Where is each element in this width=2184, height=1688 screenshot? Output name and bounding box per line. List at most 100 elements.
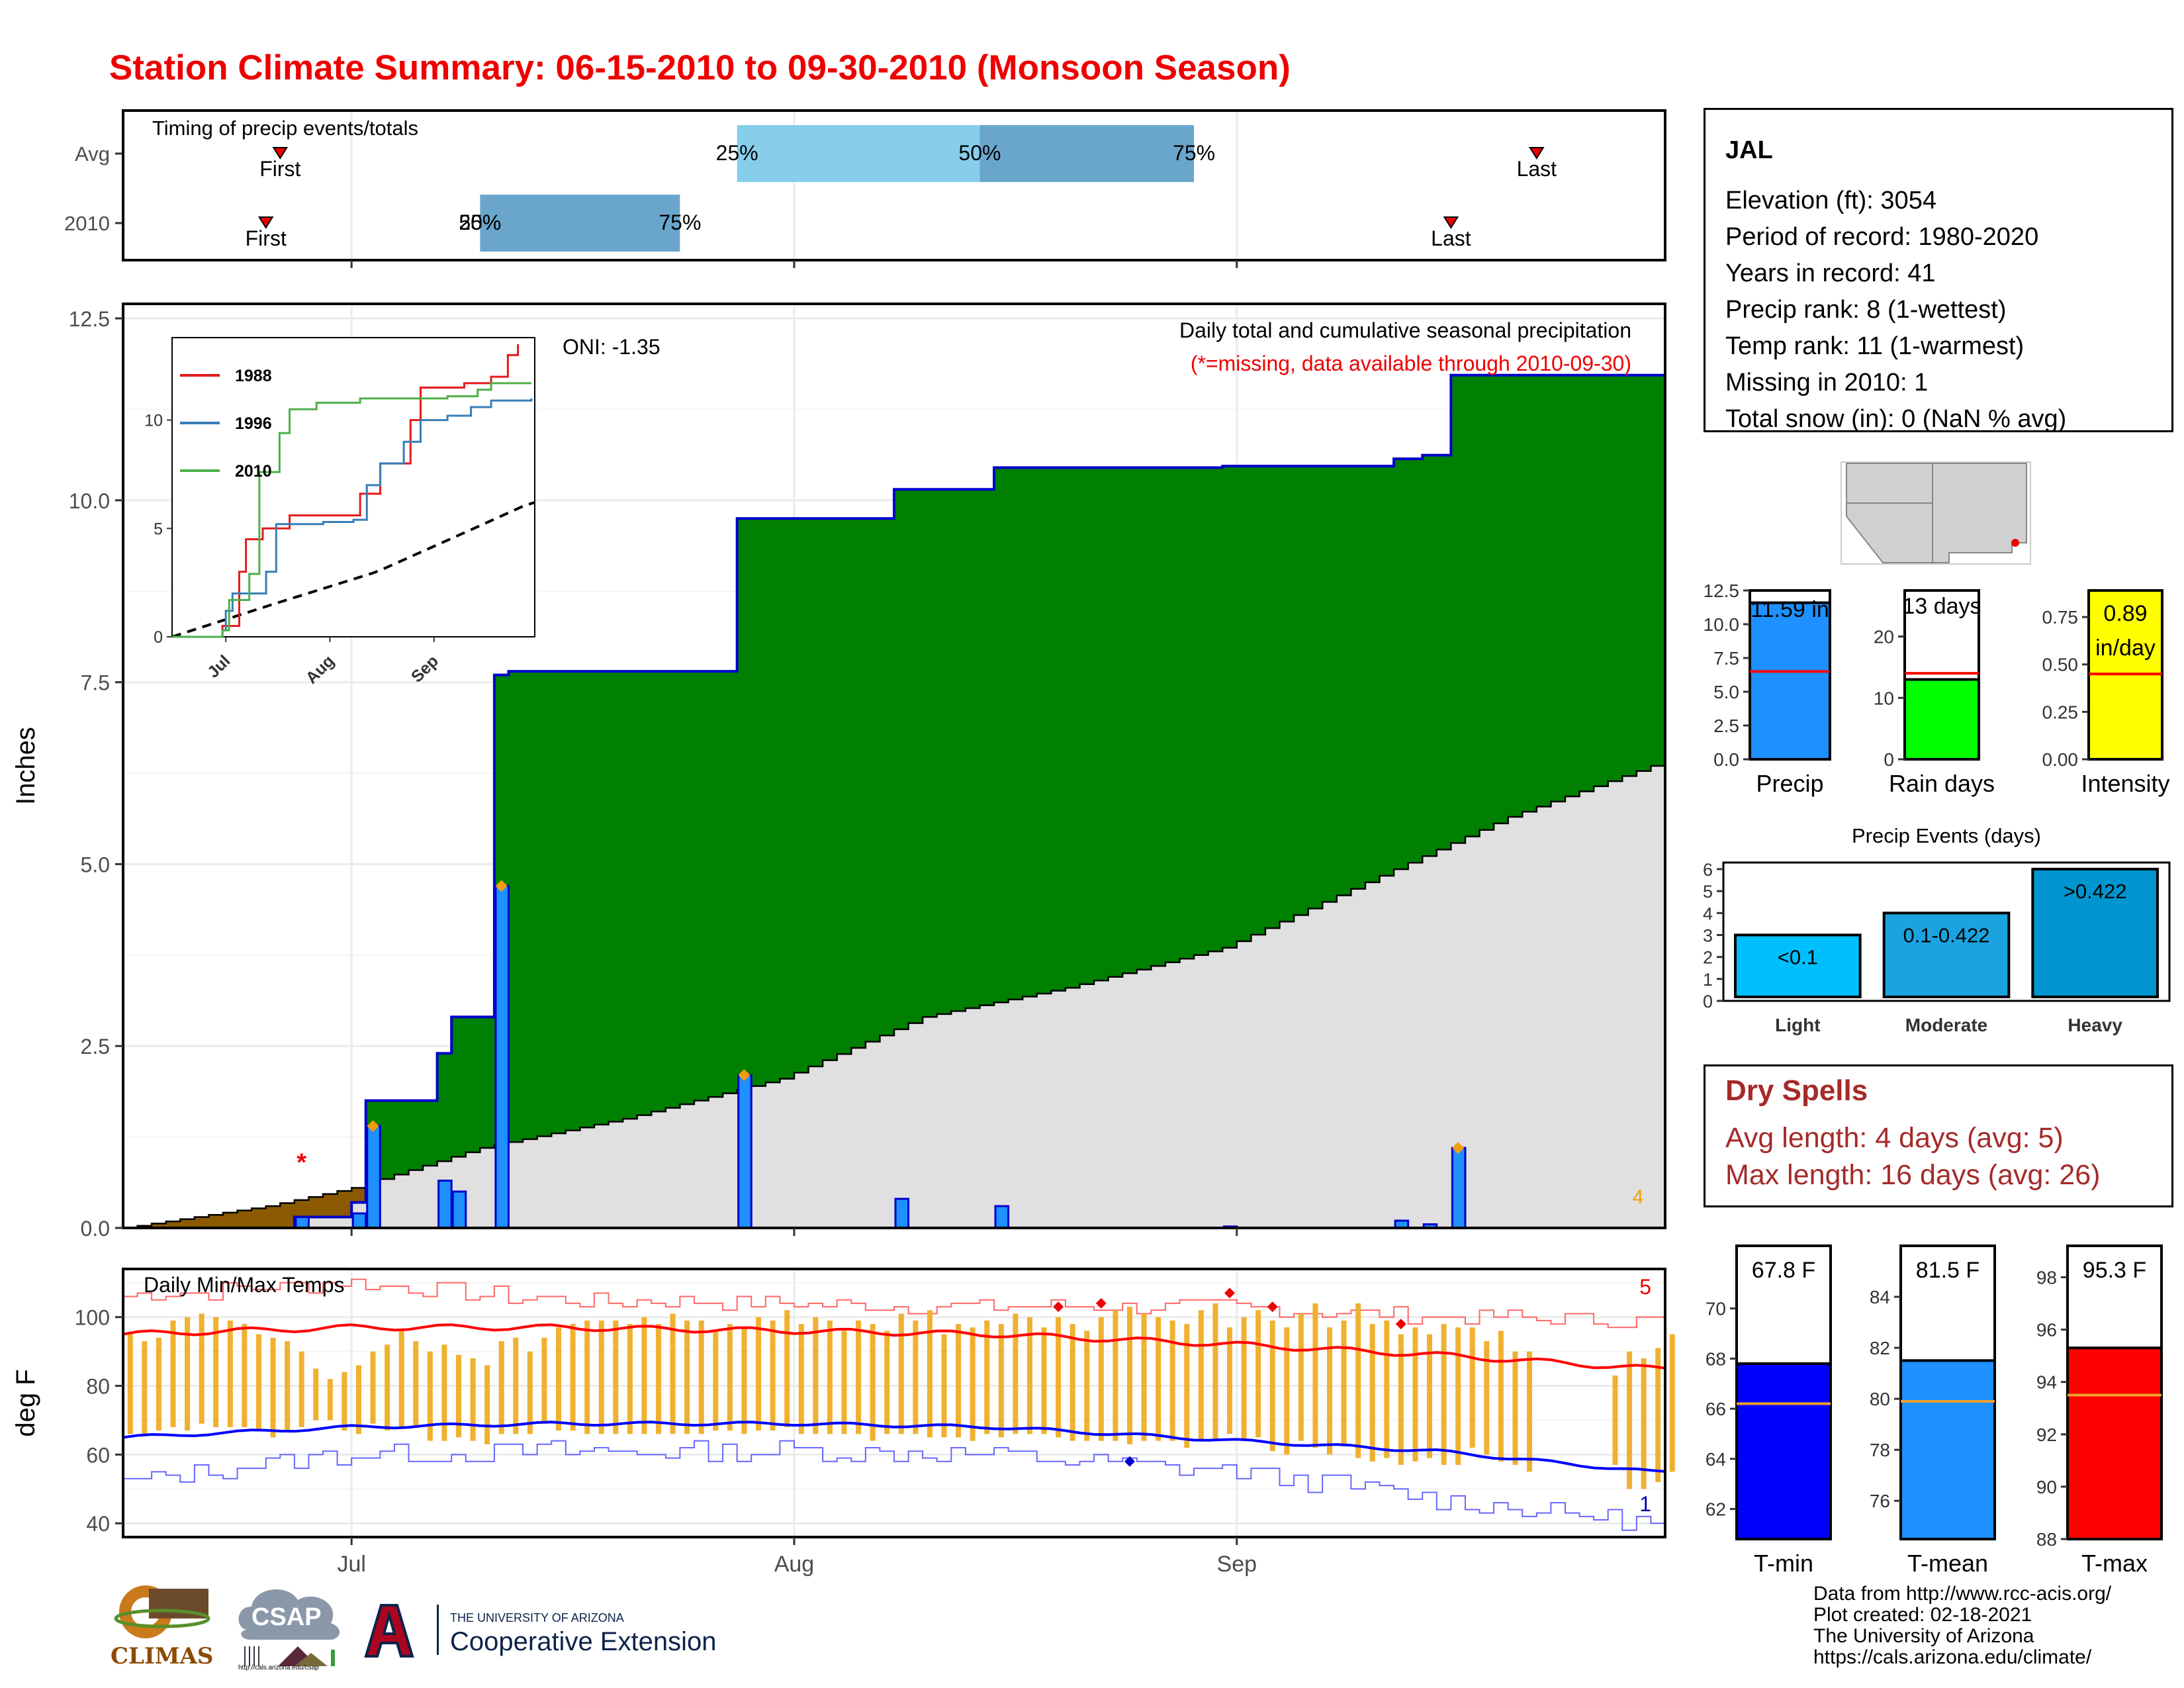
- events-ytick-label: 1: [1703, 970, 1713, 990]
- temps-daily-bar: [127, 1334, 133, 1434]
- events-title: Precip Events (days): [1852, 824, 2041, 847]
- precip-surplus-segment: [851, 518, 866, 1048]
- temps-daily-bar: [898, 1313, 904, 1434]
- station-elevation: Elevation (ft): 3054: [1725, 187, 1936, 214]
- temps-avg-tmin-line: [122, 1421, 1666, 1473]
- temps-record-high-marker: [1267, 1301, 1278, 1313]
- timing-q50-label: 50%: [459, 211, 501, 234]
- precip-surplus-segment: [651, 671, 666, 1112]
- temps-daily-bar: [527, 1351, 533, 1434]
- inset-series-line-1996: [172, 398, 533, 638]
- footer-url: https://cals.arizona.edu/climate/: [1813, 1646, 2092, 1668]
- precip-surplus-segment: [1608, 375, 1623, 782]
- temps-daily-bar: [870, 1324, 876, 1441]
- timing-q75-label: 75%: [659, 211, 701, 234]
- temps-daily-bar: [770, 1320, 776, 1431]
- precip-surplus-segment: [823, 518, 838, 1060]
- temps-daily-bar: [1412, 1327, 1418, 1462]
- temps-daily-bar: [455, 1354, 461, 1438]
- precip-ytick-label: 0.0: [81, 1217, 110, 1241]
- temps-record-low-count: 1: [1639, 1492, 1651, 1516]
- tmax-ytick-label: 92: [2036, 1425, 2057, 1445]
- temps-daily-bar: [813, 1317, 819, 1434]
- ua-cooperative-extension: Cooperative Extension: [450, 1627, 717, 1656]
- precip-surplus-segment: [1451, 375, 1466, 843]
- tmax-ytick-label: 98: [2036, 1267, 2057, 1288]
- precip-surplus-segment: [1522, 375, 1537, 812]
- tmean-ytick-label: 76: [1870, 1491, 1890, 1511]
- temps-daily-bar: [956, 1324, 962, 1438]
- temps-daily-bar: [1269, 1320, 1275, 1452]
- precip-surplus-segment: [865, 518, 881, 1042]
- precip-surplus-segment: [608, 671, 623, 1122]
- precip-deficit-segment: [351, 1188, 367, 1203]
- precip-surplus-segment: [1579, 375, 1594, 792]
- precip_total-ytick-label: 0.0: [1713, 749, 1739, 770]
- footer-plot-created: Plot created: 02-18-2021: [1813, 1604, 2032, 1626]
- precip-surplus-segment: [780, 518, 795, 1079]
- intensity-ytick-label: 0.00: [2042, 749, 2079, 770]
- precip-surplus-segment: [1308, 466, 1323, 909]
- precip-surplus-segment: [380, 1100, 395, 1180]
- temps-daily-bar: [641, 1317, 647, 1434]
- timing-first-marker: [272, 147, 289, 160]
- ua-university-name: THE UNIVERSITY OF ARIZONA: [450, 1611, 624, 1624]
- timing-panel-border: [122, 109, 1666, 261]
- temps-daily-bar: [270, 1337, 276, 1438]
- inset-ytick-label: 5: [154, 520, 163, 538]
- precip_total-ytick-label: 12.5: [1704, 581, 1740, 601]
- precip-daily-bar: [737, 1074, 752, 1229]
- precip-surplus-segment: [965, 489, 981, 1009]
- precip-deficit-segment: [152, 1223, 167, 1228]
- precip-surplus-segment: [1565, 375, 1580, 797]
- precip-surplus-segment: [1051, 467, 1066, 991]
- precip-surplus-segment: [923, 489, 938, 1017]
- temps-daily-bar: [670, 1313, 676, 1434]
- temps-daily-bar: [556, 1327, 562, 1431]
- timing-row-label: 2010: [64, 212, 110, 235]
- tmin-ytick-label: 68: [1706, 1348, 1726, 1369]
- intensity-value-label: 0.89: [2103, 601, 2147, 626]
- precip-surplus-segment: [1279, 466, 1295, 922]
- temps-daily-bar: [1056, 1317, 1062, 1438]
- temps-daily-bar: [1041, 1327, 1047, 1434]
- precip-ytick-label: 2.5: [81, 1035, 110, 1058]
- precip-surplus-segment: [1636, 375, 1652, 771]
- temps-daily-bar: [884, 1331, 890, 1434]
- precip-surplus-segment: [1136, 467, 1152, 970]
- precip-daily-bar: [494, 884, 510, 1229]
- timing-first-label: First: [246, 226, 287, 250]
- temps-record-high-marker: [1224, 1288, 1235, 1299]
- temps-daily-bar: [170, 1320, 176, 1427]
- precip-surplus-segment: [1408, 459, 1423, 863]
- page-title: Station Climate Summary: 06-15-2010 to 0…: [109, 48, 1291, 87]
- csap-url: http://cals.arizona.edu/csap: [238, 1664, 319, 1671]
- footer-data-source: Data from http://www.rcc-acis.org/: [1813, 1583, 2112, 1605]
- precip-daily-bar: [451, 1190, 467, 1229]
- inset-legend-label-2010: 2010: [235, 462, 272, 481]
- temps-daily-bar: [584, 1320, 590, 1434]
- precip-deficit-segment: [194, 1217, 210, 1228]
- temps-daily-bar: [355, 1365, 361, 1434]
- temps-record-low-marker: [1124, 1456, 1135, 1467]
- temps-xtick-label: Jul: [337, 1552, 365, 1577]
- precip_total-ytick-label: 10.0: [1704, 614, 1740, 635]
- precip-ytick-label: 5.0: [81, 853, 110, 876]
- precip-daily-bar: [1451, 1147, 1467, 1229]
- temps-daily-bar: [1198, 1310, 1204, 1441]
- temps-daily-bar: [1369, 1324, 1375, 1462]
- precip-extreme-marker: [367, 1120, 379, 1133]
- temps-daily-bar: [1469, 1327, 1475, 1448]
- temps-daily-bar: [756, 1317, 762, 1431]
- precip-surplus-segment: [751, 518, 766, 1086]
- temps-daily-bar: [1126, 1307, 1132, 1444]
- precip-surplus-segment: [1551, 375, 1566, 802]
- precip-surplus-segment: [1494, 375, 1509, 823]
- precip-deficit-segment: [265, 1206, 281, 1228]
- temps-daily-bar: [841, 1331, 847, 1434]
- tmin-ytick-label: 66: [1706, 1399, 1726, 1419]
- temps-daily-bar: [1455, 1327, 1461, 1465]
- precip-daily-bar: [894, 1197, 910, 1229]
- temps-daily-bar: [1226, 1327, 1232, 1434]
